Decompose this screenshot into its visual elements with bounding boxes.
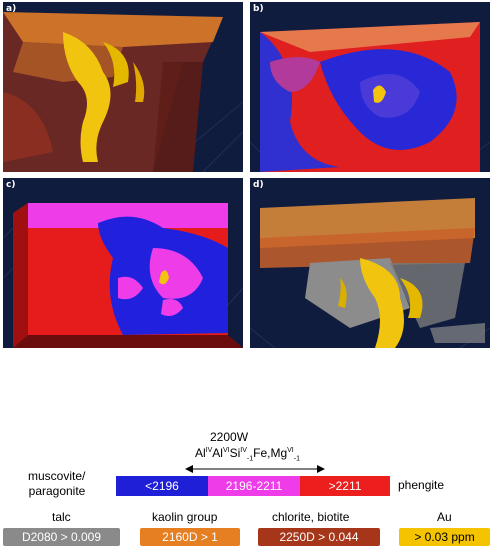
colorbar-segment-mid: 2196-2211 (208, 476, 300, 496)
double-arrow-icon (185, 465, 325, 473)
colorbar: <2196 2196-2211 >2211 (116, 476, 390, 496)
panel-a-image (3, 2, 243, 172)
panel-c-image (3, 178, 243, 348)
panel-d-label: d) (253, 180, 264, 190)
colorbar-segment-high: >2211 (300, 476, 390, 496)
panel-a-3d-model: a) (3, 2, 243, 172)
legend-swatch-au: > 0.03 ppm (399, 528, 490, 546)
legend-title-talc: talc (52, 510, 71, 524)
colorbar-segment-low: <2196 (116, 476, 208, 496)
colorbar-title: 2200W (210, 430, 249, 444)
panel-b-label: b) (253, 4, 264, 14)
legend-title-kaolin: kaolin group (152, 510, 218, 524)
legend-title-chlorite: chlorite, biotite (272, 510, 350, 524)
legend-swatch-kaolin: 2160D > 1 (140, 528, 240, 546)
colorbar-formula: AlIVAlVISiIV-1Fe,MgVI-1 (195, 446, 300, 463)
legend-title-au: Au (437, 510, 452, 524)
panel-b-3d-model: b) (250, 2, 490, 172)
legend-swatch-chlorite: 2250D > 0.044 (258, 528, 380, 546)
panel-d-image (250, 178, 490, 348)
phengite-label: phengite (398, 478, 445, 492)
panel-a-label: a) (6, 4, 17, 14)
panel-c-label: c) (6, 180, 16, 190)
panel-c-3d-model: c) (3, 178, 243, 348)
muscovite-paragonite-label: muscovite/ paragonite (28, 469, 86, 498)
panel-b-image (250, 2, 490, 172)
legend-swatch-talc: D2080 > 0.009 (3, 528, 120, 546)
panel-d-3d-model: d) (250, 178, 490, 348)
